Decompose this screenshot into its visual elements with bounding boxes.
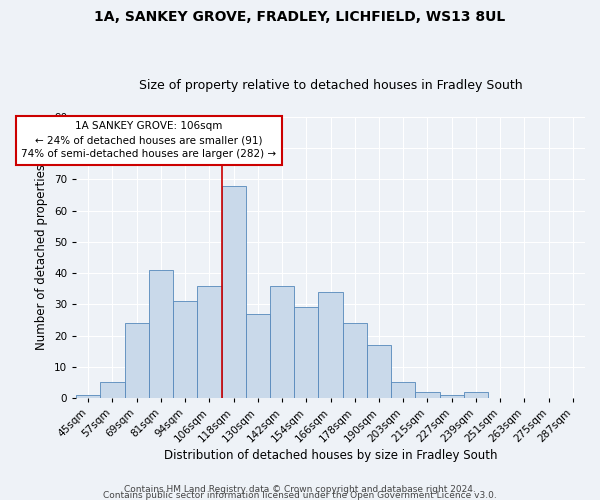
Text: Contains public sector information licensed under the Open Government Licence v3: Contains public sector information licen… (103, 490, 497, 500)
Bar (294, 308, 319, 398)
Bar (149, 270, 173, 398)
Text: 1A, SANKEY GROVE, FRADLEY, LICHFIELD, WS13 8UL: 1A, SANKEY GROVE, FRADLEY, LICHFIELD, WS… (94, 10, 506, 24)
Bar (343, 323, 367, 398)
Text: Contains HM Land Registry data © Crown copyright and database right 2024.: Contains HM Land Registry data © Crown c… (124, 485, 476, 494)
Text: 1A SANKEY GROVE: 106sqm
← 24% of detached houses are smaller (91)
74% of semi-de: 1A SANKEY GROVE: 106sqm ← 24% of detache… (21, 122, 277, 160)
Bar (100, 382, 125, 398)
Bar (391, 382, 415, 398)
Bar (246, 314, 270, 398)
Bar (197, 286, 221, 398)
Bar (415, 392, 440, 398)
Bar (173, 301, 197, 398)
Y-axis label: Number of detached properties: Number of detached properties (35, 164, 49, 350)
Bar (221, 186, 246, 398)
Bar (270, 286, 294, 398)
Bar (367, 345, 391, 398)
Bar (440, 395, 464, 398)
X-axis label: Distribution of detached houses by size in Fradley South: Distribution of detached houses by size … (164, 450, 497, 462)
Bar (125, 323, 149, 398)
Title: Size of property relative to detached houses in Fradley South: Size of property relative to detached ho… (139, 79, 523, 92)
Bar (76, 395, 100, 398)
Bar (319, 292, 343, 398)
Bar (464, 392, 488, 398)
